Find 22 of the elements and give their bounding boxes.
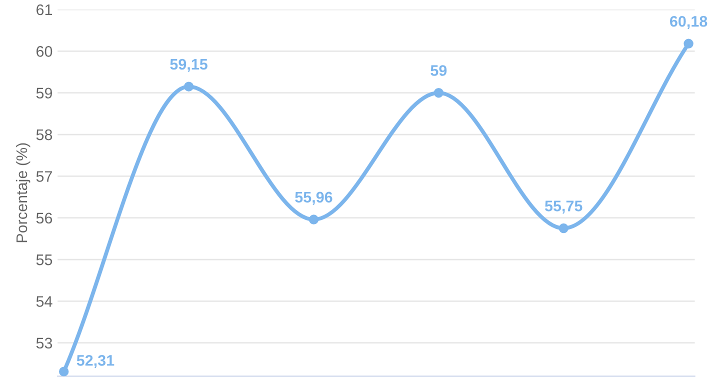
y-tick-label: 60: [36, 46, 52, 57]
point: [308, 214, 319, 224]
point: [558, 223, 568, 234]
data-label: 52,31: [76, 355, 114, 368]
y-tick-label: 53: [36, 338, 52, 349]
point: [434, 88, 444, 98]
point: [684, 38, 694, 49]
point: [58, 366, 69, 376]
y-tick-label: 58: [36, 129, 52, 140]
point: [184, 82, 194, 92]
y-tick-label: 59: [36, 88, 52, 99]
data-label: 59: [430, 65, 447, 76]
data-label: 59,15: [170, 58, 208, 72]
y-tick-label: 55: [36, 254, 52, 266]
y-axis-title: Porcentaje (%): [16, 143, 30, 242]
data-label: 60,18: [670, 16, 708, 29]
y-tick-label: 61: [36, 4, 52, 16]
data-label: 55,96: [295, 192, 332, 205]
y-tick-label: 54: [36, 296, 52, 307]
data-label: 55,75: [544, 200, 582, 214]
y-tick-label: 56: [36, 212, 52, 224]
y-tick-label: 57: [36, 171, 52, 182]
